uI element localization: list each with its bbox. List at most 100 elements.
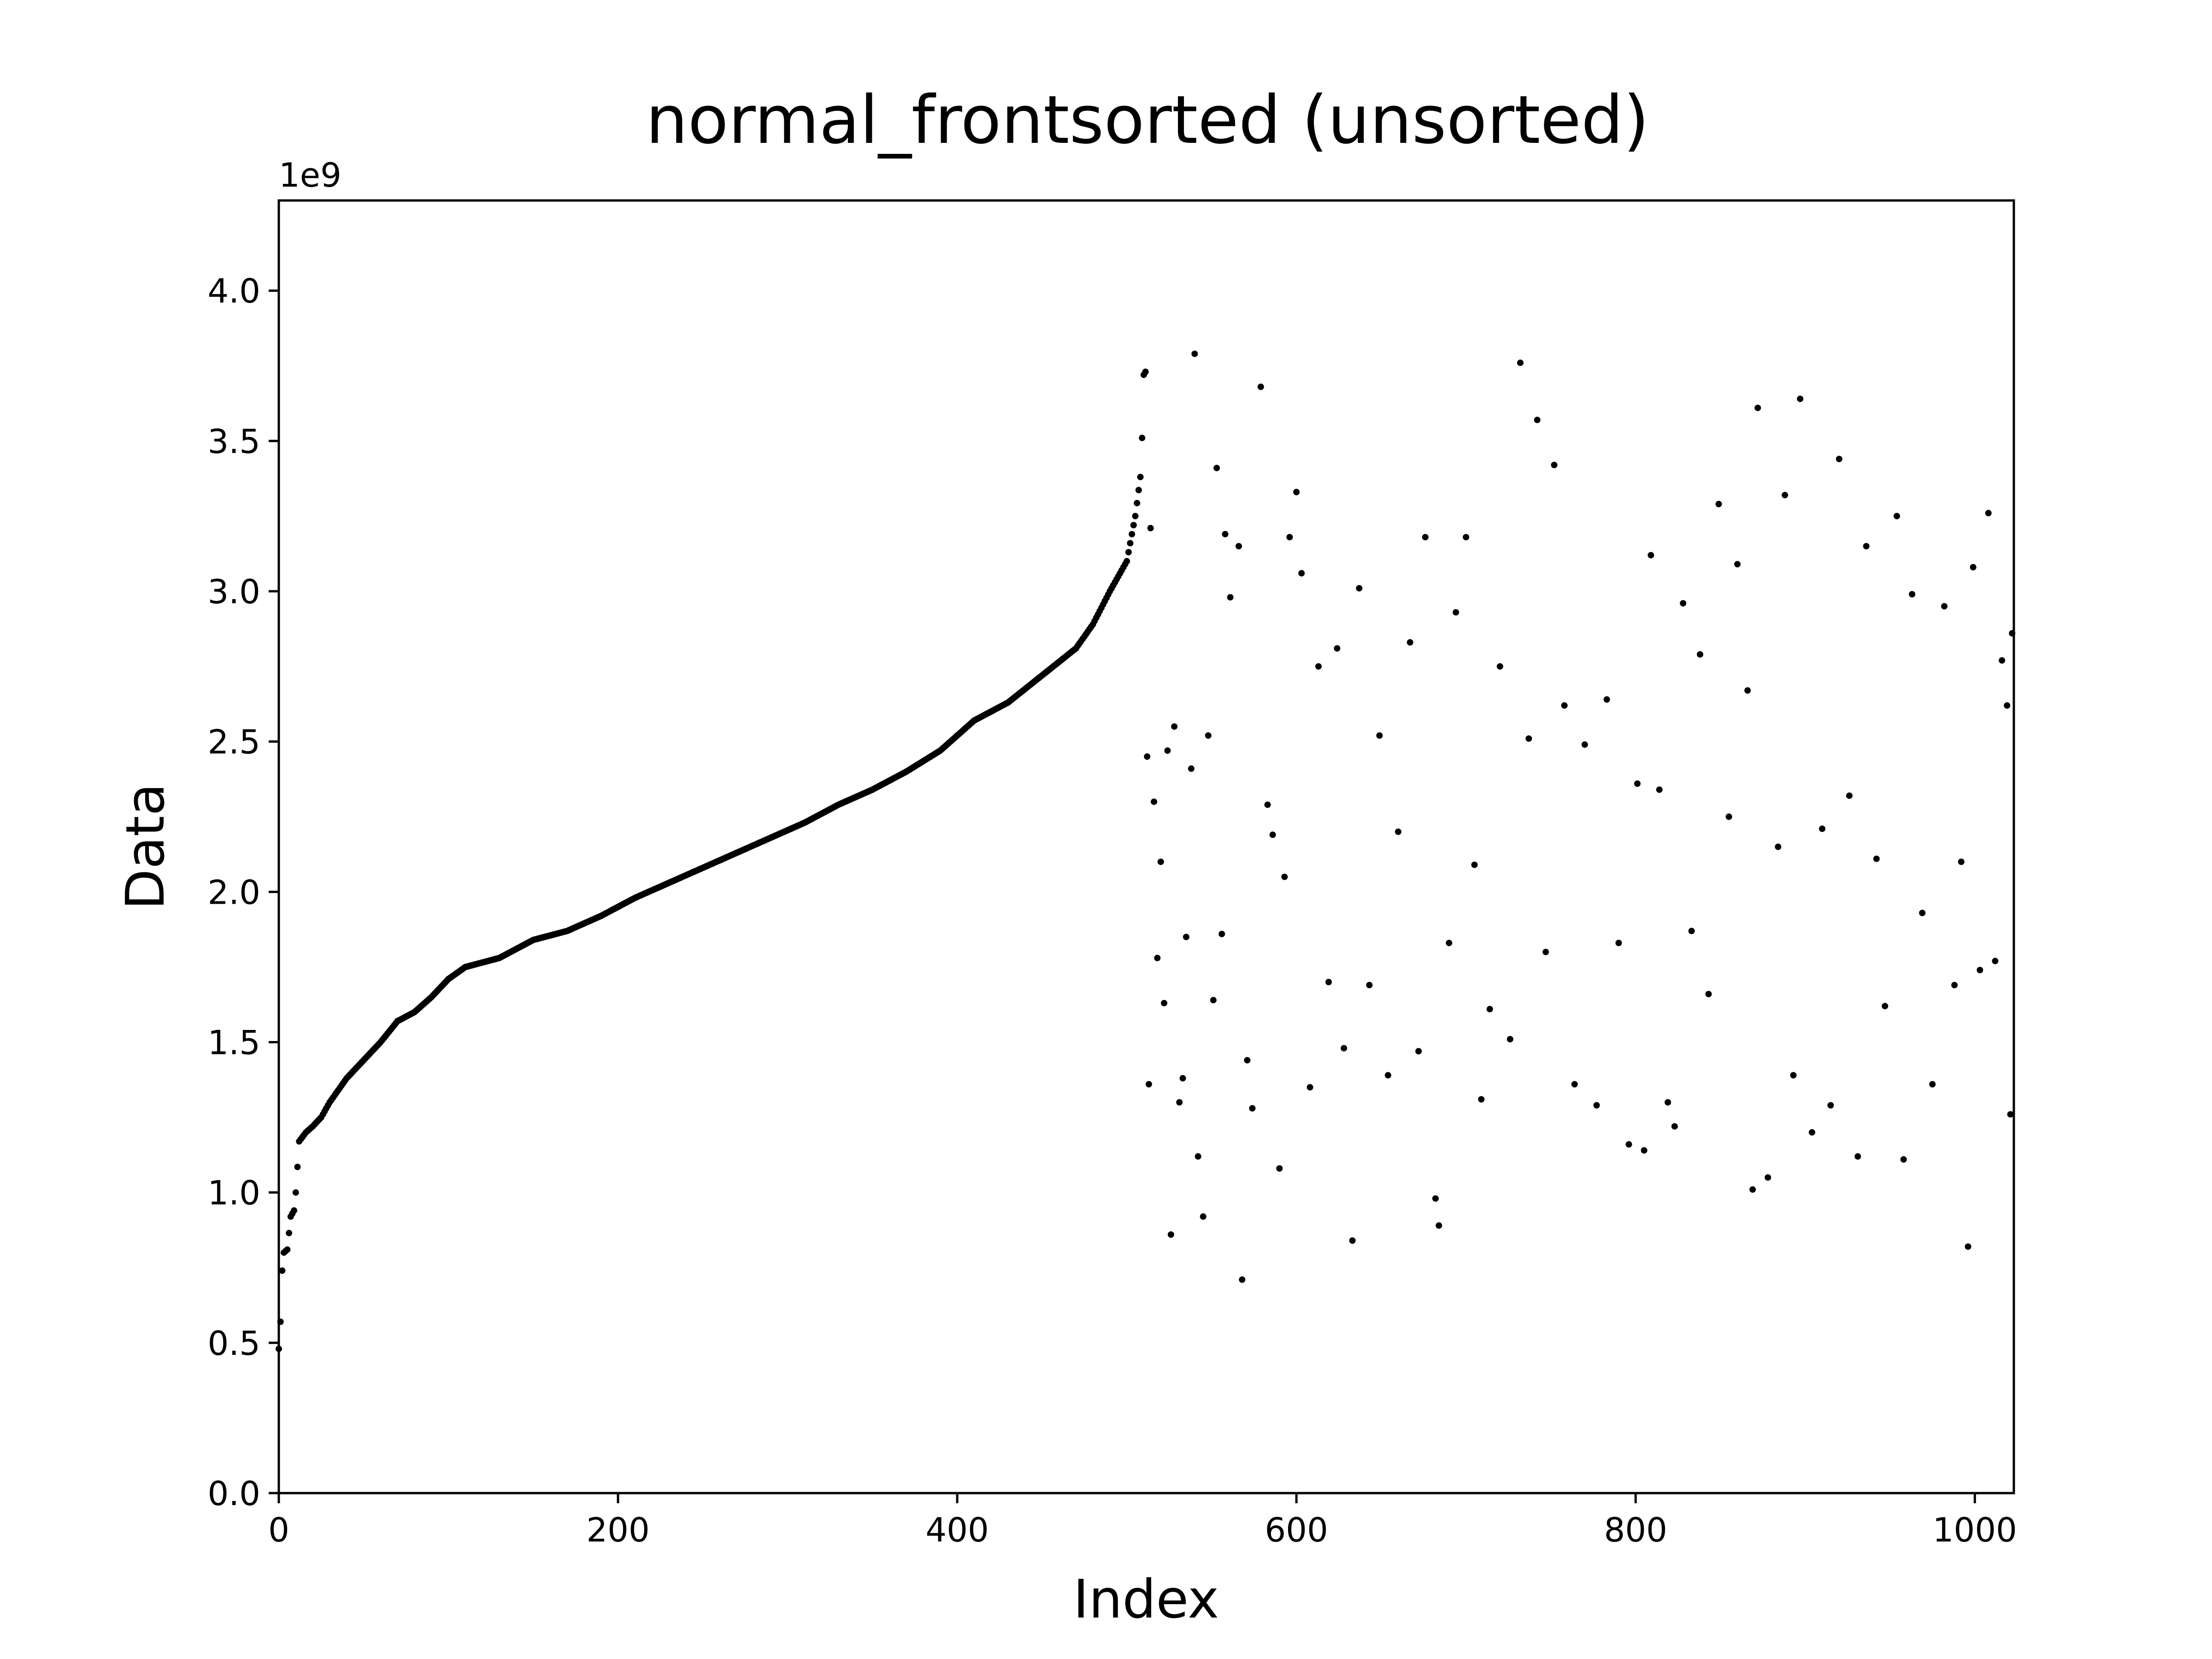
data-point <box>1749 1186 1756 1193</box>
data-point <box>1471 861 1478 868</box>
data-point <box>1705 991 1712 998</box>
data-point <box>1970 564 1977 571</box>
data-point <box>1124 558 1130 565</box>
data-point <box>1754 405 1761 412</box>
data-point <box>1734 561 1741 568</box>
data-point <box>1863 543 1870 550</box>
data-point <box>1210 997 1217 1004</box>
y-axis-label: Data <box>115 783 176 910</box>
y-tick-label: 0.0 <box>207 1474 260 1513</box>
data-point <box>1257 383 1264 390</box>
x-tick-label: 600 <box>1265 1511 1328 1549</box>
data-point <box>1854 1153 1861 1160</box>
data-point <box>1561 702 1568 709</box>
data-point <box>1235 543 1242 550</box>
data-point <box>1797 395 1804 402</box>
data-point <box>1244 1057 1251 1064</box>
data-point <box>1453 609 1459 616</box>
data-point <box>1269 831 1276 838</box>
x-axis-ticks: 0 200 400 600 800 1000 <box>268 1493 2017 1549</box>
data-point <box>1161 1000 1168 1006</box>
data-point <box>284 1246 291 1253</box>
data-point <box>1147 525 1154 531</box>
data-point <box>1965 1243 1971 1250</box>
data-point <box>1395 828 1401 835</box>
data-point <box>1194 1153 1201 1160</box>
data-point <box>1478 1096 1485 1103</box>
y-tick-label: 1.5 <box>207 1024 260 1062</box>
data-point <box>1298 570 1305 577</box>
data-point <box>1286 534 1293 541</box>
data-point <box>1341 1045 1347 1052</box>
y-tick-label: 3.5 <box>207 422 260 461</box>
data-point <box>1179 1075 1186 1082</box>
data-points <box>276 350 2016 1352</box>
data-point <box>1356 585 1363 592</box>
x-tick-label: 200 <box>586 1511 649 1549</box>
data-point <box>1463 534 1470 541</box>
data-point <box>1665 1099 1671 1106</box>
data-point <box>1205 732 1212 739</box>
data-point <box>1406 639 1413 646</box>
data-point <box>1213 465 1220 471</box>
data-point <box>1882 1003 1888 1010</box>
data-point <box>1625 1141 1632 1148</box>
data-point <box>1249 1105 1256 1112</box>
data-point <box>1200 1213 1206 1220</box>
data-point <box>1281 873 1288 880</box>
data-point <box>1671 1123 1678 1130</box>
x-tick-label: 800 <box>1604 1511 1667 1549</box>
data-point <box>1775 843 1782 850</box>
x-tick-label: 1000 <box>1933 1511 2017 1549</box>
data-point <box>1171 723 1178 730</box>
data-point <box>1551 462 1558 468</box>
data-point <box>1615 940 1622 947</box>
data-point <box>1144 753 1151 760</box>
data-point <box>1129 531 1135 538</box>
y-tick-label: 2.0 <box>207 873 260 912</box>
data-point <box>1142 368 1149 375</box>
x-axis-label: Index <box>1073 1569 1219 1630</box>
y-tick-label: 0.5 <box>207 1324 260 1363</box>
data-point <box>1135 487 1142 494</box>
data-point <box>1366 982 1373 988</box>
data-point <box>1715 500 1722 507</box>
data-point <box>1183 934 1189 941</box>
data-point <box>1603 696 1610 703</box>
data-point <box>1835 456 1842 462</box>
data-point <box>1782 492 1788 499</box>
data-point <box>279 1267 286 1274</box>
data-point <box>1218 930 1225 937</box>
data-point <box>1958 859 1965 865</box>
data-point <box>1977 967 1983 973</box>
data-point <box>1725 813 1732 820</box>
data-point <box>1985 510 1992 517</box>
data-point <box>1334 645 1341 652</box>
data-point <box>1593 1102 1600 1109</box>
data-point <box>1176 1099 1183 1106</box>
data-point <box>1680 600 1687 607</box>
data-point <box>1873 855 1880 862</box>
data-point <box>1542 948 1549 955</box>
data-point <box>1941 603 1948 610</box>
plot-frame <box>277 199 2015 1494</box>
data-point <box>1900 1156 1907 1163</box>
data-point <box>1809 1129 1815 1136</box>
data-point <box>1306 1084 1313 1091</box>
y-tick-label: 1.0 <box>207 1174 260 1212</box>
data-point <box>1697 651 1704 658</box>
data-point <box>1139 435 1146 441</box>
data-point <box>1634 780 1641 787</box>
data-point <box>1819 825 1826 832</box>
data-point <box>1134 500 1141 506</box>
data-point <box>1125 549 1132 556</box>
x-tick-label: 0 <box>268 1511 289 1549</box>
data-point <box>1744 687 1751 694</box>
data-point <box>1919 910 1926 916</box>
data-point <box>1349 1237 1356 1244</box>
chart-title: normal_frontsorted (unsorted) <box>646 81 1649 159</box>
y-tick-label: 3.0 <box>207 572 260 611</box>
data-point <box>1239 1276 1246 1283</box>
y-offset-label: 1e9 <box>279 156 341 194</box>
data-point <box>1222 531 1229 538</box>
